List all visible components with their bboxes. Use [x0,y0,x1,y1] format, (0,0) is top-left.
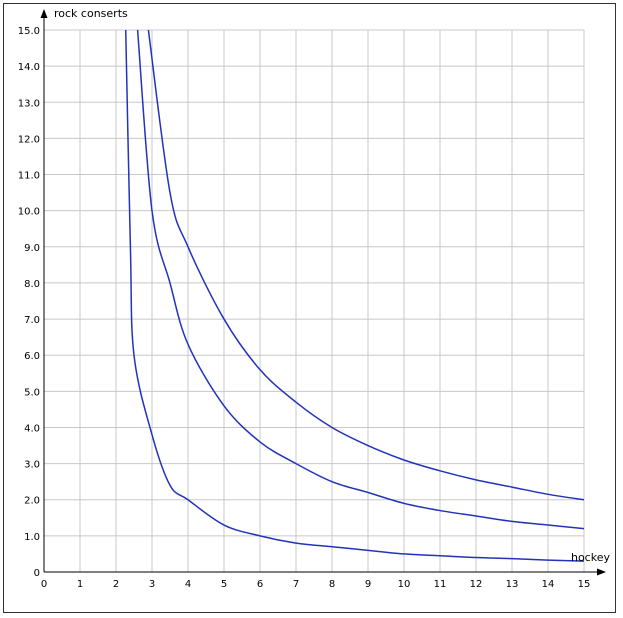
y-tick-label: 15.0 [18,26,40,37]
x-tick-label: 14 [542,579,555,590]
x-axis-arrow-icon [597,568,606,576]
chart-frame [3,3,616,613]
x-tick-label: 3 [149,579,155,590]
series-lines [124,29,585,562]
y-tick-label: 7.0 [24,315,40,326]
x-tick-label: 4 [185,579,191,590]
x-tick-label: 9 [365,579,371,590]
x-tick-label: 1 [77,579,83,590]
y-tick-label: 6.0 [24,351,40,362]
y-tick-label: 5.0 [24,387,40,398]
y-tick-label: 4.0 [24,423,40,434]
series-line-1 [124,29,585,562]
series-line-3 [147,29,585,501]
x-tick-label: 5 [221,579,227,590]
y-tick-label: 12.0 [18,134,40,145]
y-axis-arrow-icon [40,9,48,18]
x-tick-label: 2 [113,579,119,590]
x-tick-labels: 0 1 2 3 4 5 6 7 8 9 10 11 12 13 14 15 [41,579,591,590]
x-tick-label: 10 [398,579,411,590]
x-tick-label: 8 [329,579,335,590]
y-tick-labels: 0 1.0 2.0 3.0 4.0 5.0 6.0 7.0 8.0 9.0 10.0 11.0 12.0… [18,26,40,579]
x-tick-label: 11 [434,579,447,590]
series-line-2 [136,29,585,530]
y-tick-label: 14.0 [18,62,40,73]
x-tick-label: 15 [578,579,591,590]
x-tick-label: 12 [470,579,483,590]
y-tick-label: 13.0 [18,98,40,109]
x-tick-label: 0 [41,579,47,590]
x-tick-label: 13 [506,579,519,590]
x-tick-label: 6 [257,579,263,590]
y-axis-label: rock conserts [54,7,128,20]
y-tick-label: 9.0 [24,243,40,254]
y-tick-label: 8.0 [24,279,40,290]
y-tick-label: 2.0 [24,496,40,507]
y-tick-label: 11.0 [18,171,40,182]
y-tick-label: 10.0 [18,207,40,218]
grid-lines [44,29,585,572]
axes [40,9,606,576]
x-axis-label: hockey [571,551,610,564]
x-tick-label: 7 [293,579,299,590]
y-tick-label: 1.0 [24,532,40,543]
y-tick-label: 3.0 [24,460,40,471]
y-tick-label: 0 [34,568,40,579]
